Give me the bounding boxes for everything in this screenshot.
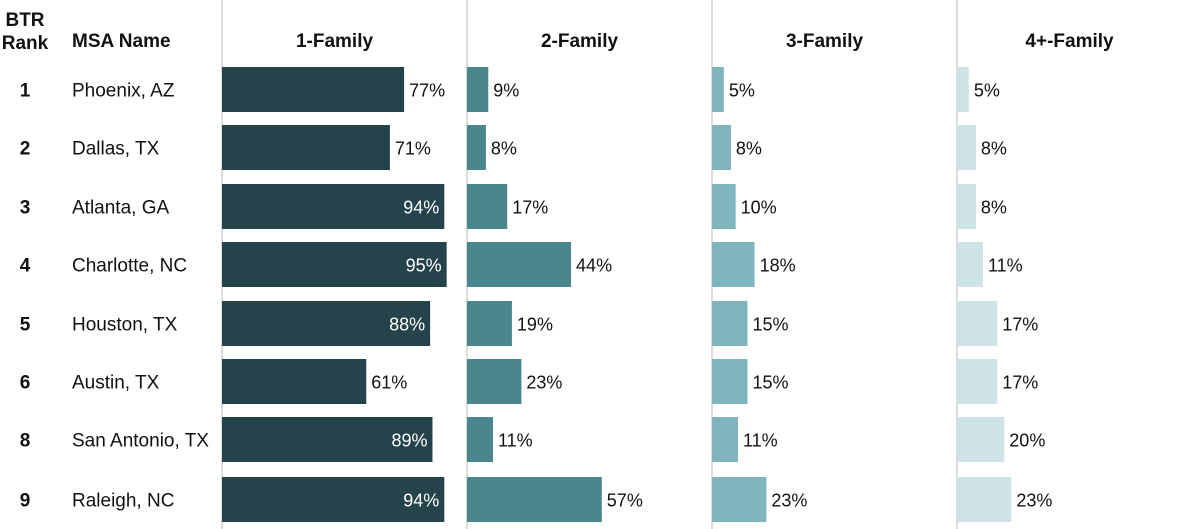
msa-name-label: Raleigh, NC — [72, 491, 174, 512]
2-family-bar — [467, 301, 512, 346]
1-family-value-label: 89% — [391, 431, 427, 451]
1-family-bar — [222, 301, 431, 346]
2-family-value-label: 9% — [493, 81, 519, 101]
2-family-value-label: 44% — [576, 256, 612, 276]
3-family-bar — [712, 67, 724, 112]
1-family-bar — [222, 359, 367, 404]
4-family-bar — [957, 359, 998, 404]
rank-label: 1 — [20, 81, 31, 102]
4-family-bar — [957, 242, 984, 287]
2-family-bar — [467, 477, 602, 522]
4-family-header: 4+-Family — [1025, 31, 1114, 52]
3-family-bar — [712, 125, 731, 170]
4-family-value-label: 23% — [1016, 491, 1052, 511]
msa-name-label: Austin, TX — [72, 373, 160, 394]
2-family-bar — [467, 359, 522, 404]
4-family-bar — [957, 477, 1012, 522]
3-family-bar — [712, 242, 755, 287]
1-family-value-label: 71% — [395, 139, 431, 159]
1-family-value-label: 94% — [403, 198, 439, 218]
1-family-bar — [222, 242, 447, 287]
3-family-bar — [712, 301, 748, 346]
rank-header-line2: Rank — [2, 33, 49, 54]
2-family-value-label: 8% — [491, 139, 517, 159]
1-family-header: 1-Family — [296, 31, 374, 52]
4-family-bar — [957, 301, 998, 346]
3-family-header: 3-Family — [786, 31, 864, 52]
2-family-value-label: 17% — [512, 198, 548, 218]
2-family-value-label: 11% — [498, 431, 533, 451]
1-family-value-label: 77% — [409, 81, 445, 101]
4-family-value-label: 8% — [981, 139, 1007, 159]
3-family-bar — [712, 359, 748, 404]
3-family-value-label: 15% — [752, 315, 788, 335]
rank-label: 8 — [20, 431, 31, 452]
rank-label: 3 — [20, 198, 31, 219]
1-family-bar — [222, 184, 445, 229]
4-family-bar — [957, 125, 976, 170]
rank-label: 9 — [20, 491, 31, 512]
3-family-value-label: 15% — [752, 373, 788, 393]
1-family-value-label: 95% — [406, 256, 442, 276]
3-family-value-label: 11% — [743, 431, 778, 451]
1-family-bar — [222, 417, 433, 462]
2-family-bar — [467, 67, 489, 112]
3-family-value-label: 10% — [741, 198, 777, 218]
3-family-bar — [712, 417, 739, 462]
2-family-bar — [467, 417, 494, 462]
rank-label: 2 — [20, 139, 31, 160]
1-family-bar — [222, 125, 390, 170]
2-family-header: 2-Family — [541, 31, 619, 52]
msa-name-label: San Antonio, TX — [72, 431, 209, 452]
4-family-bar — [957, 417, 1005, 462]
4-family-bar — [957, 67, 969, 112]
rank-label: 5 — [20, 315, 31, 336]
rank-label: 6 — [20, 373, 31, 394]
3-family-value-label: 8% — [736, 139, 762, 159]
4-family-value-label: 20% — [1009, 431, 1045, 451]
msa-name-label: Dallas, TX — [72, 139, 160, 160]
1-family-value-label: 94% — [403, 491, 439, 511]
2-family-value-label: 57% — [607, 491, 643, 511]
msa-name-header: MSA Name — [72, 31, 171, 52]
2-family-bar — [467, 242, 572, 287]
rank-header-line1: BTR — [5, 10, 44, 31]
1-family-panel: 1-Family 77% 71% 94% 95% 88% 61% 89% 94% — [221, 0, 447, 529]
3-family-bar — [712, 477, 767, 522]
1-family-bar — [222, 67, 405, 112]
msa-name-label: Atlanta, GA — [72, 198, 169, 219]
4-family-value-label: 8% — [981, 198, 1007, 218]
4-family-bar — [957, 184, 976, 229]
msa-name-label: Charlotte, NC — [72, 256, 187, 277]
2-family-panel: 2-Family 9% 8% 17% 44% 19% 23% 11% 57% — [466, 0, 643, 529]
2-family-value-label: 23% — [526, 373, 562, 393]
2-family-bar — [467, 125, 486, 170]
msa-rows: 1 Phoenix, AZ 2 Dallas, TX 3 Atlanta, GA 4 Char… — [20, 81, 210, 512]
2-family-value-label: 19% — [517, 315, 553, 335]
4-family-value-label: 5% — [974, 81, 1000, 101]
rank-label: 4 — [20, 256, 31, 277]
msa-name-label: Phoenix, AZ — [72, 81, 175, 102]
3-family-value-label: 18% — [760, 256, 796, 276]
2-family-bar — [467, 184, 508, 229]
3-family-bar — [712, 184, 736, 229]
4-family-value-label: 17% — [1002, 315, 1038, 335]
family-panels: 1-Family 77% 71% 94% 95% 88% 61% 89% 94% 2-Family… — [221, 0, 1114, 529]
msa-name-label: Houston, TX — [72, 315, 178, 336]
1-family-value-label: 88% — [389, 315, 425, 335]
3-family-panel: 3-Family 5% 8% 10% 18% 15% 15% 11% 23% — [711, 0, 864, 529]
3-family-value-label: 23% — [771, 491, 807, 511]
1-family-bar — [222, 477, 445, 522]
1-family-value-label: 61% — [371, 373, 407, 393]
4-family-panel: 4+-Family 5% 8% 8% 11% 17% 17% 20% 23% — [956, 0, 1114, 529]
3-family-value-label: 5% — [729, 81, 755, 101]
4-family-value-label: 11% — [988, 256, 1023, 276]
4-family-value-label: 17% — [1002, 373, 1038, 393]
